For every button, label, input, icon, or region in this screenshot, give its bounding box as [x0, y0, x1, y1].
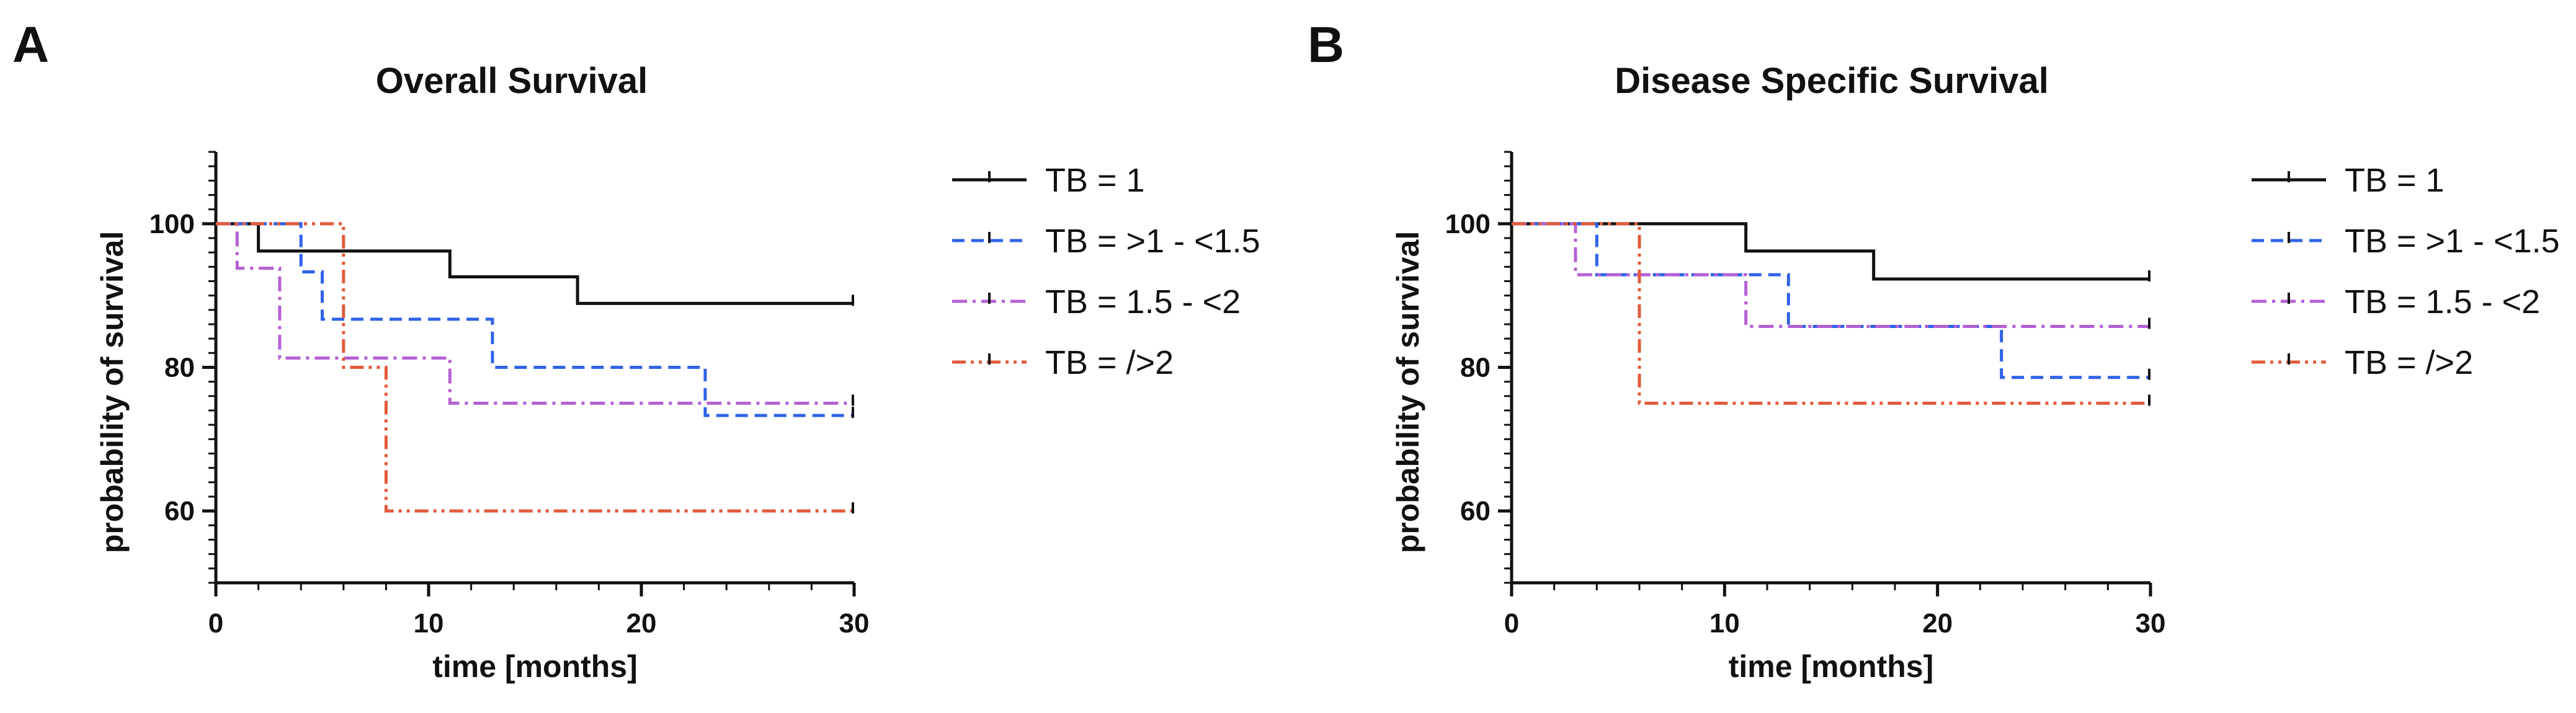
series-line-3	[1512, 222, 2150, 405]
y-axis-label: probability of survival	[95, 231, 130, 554]
x-tick-label: 10	[414, 608, 444, 639]
x-tick-label: 20	[626, 608, 657, 639]
x-tick-label: 30	[839, 608, 870, 639]
x-tick-label: 20	[1922, 608, 1953, 639]
chart-title: Overall Survival	[376, 61, 648, 101]
series-line-0	[216, 222, 854, 305]
y-tick-label: 100	[149, 209, 195, 239]
chart-panel-b: B Disease Specific Survival 60 80 100 0 10 20 30…	[1308, 17, 2560, 684]
chart-title: Disease Specific Survival	[1615, 61, 2049, 101]
y-tick-label: 60	[1460, 496, 1491, 526]
legend-label: TB = 1.5 - <2	[2345, 283, 2540, 321]
legend-label: TB = />2	[2345, 344, 2473, 381]
series-line-2	[1512, 222, 2150, 328]
x-axis-label: time [months]	[432, 649, 638, 684]
x-tick-label: 10	[1709, 608, 1740, 639]
legend-label: TB = >1 - <1.5	[1045, 223, 1260, 260]
series-line-1	[216, 222, 854, 417]
legend-label: TB = 1.5 - <2	[1045, 283, 1241, 321]
x-tick-label: 30	[2136, 608, 2166, 639]
y-tick-label: 100	[1445, 209, 1491, 239]
x-axis-label: time [months]	[1729, 649, 1934, 684]
x-tick-label: 0	[1504, 608, 1519, 639]
y-tick-label: 80	[164, 353, 195, 383]
y-tick-label: 60	[164, 496, 195, 526]
legend-label: TB = />2	[1045, 344, 1174, 381]
chart-panel-a: A Overall Survival 60 80 100 0 10 20 30 time [mon…	[12, 17, 1260, 684]
panel-label: B	[1308, 17, 1344, 73]
legend-label: TB = 1	[2345, 162, 2445, 199]
series-line-0	[1512, 222, 2150, 281]
x-tick-label: 0	[208, 608, 223, 639]
series-line-1	[1512, 222, 2150, 379]
panel-label: A	[12, 17, 49, 73]
y-axis-label: probability of survival	[1391, 231, 1425, 554]
y-tick-label: 80	[1460, 353, 1491, 383]
legend-label: TB = >1 - <1.5	[2345, 223, 2560, 260]
series-line-3	[216, 222, 854, 513]
series-line-2	[216, 222, 854, 405]
legend-label: TB = 1	[1045, 162, 1145, 199]
